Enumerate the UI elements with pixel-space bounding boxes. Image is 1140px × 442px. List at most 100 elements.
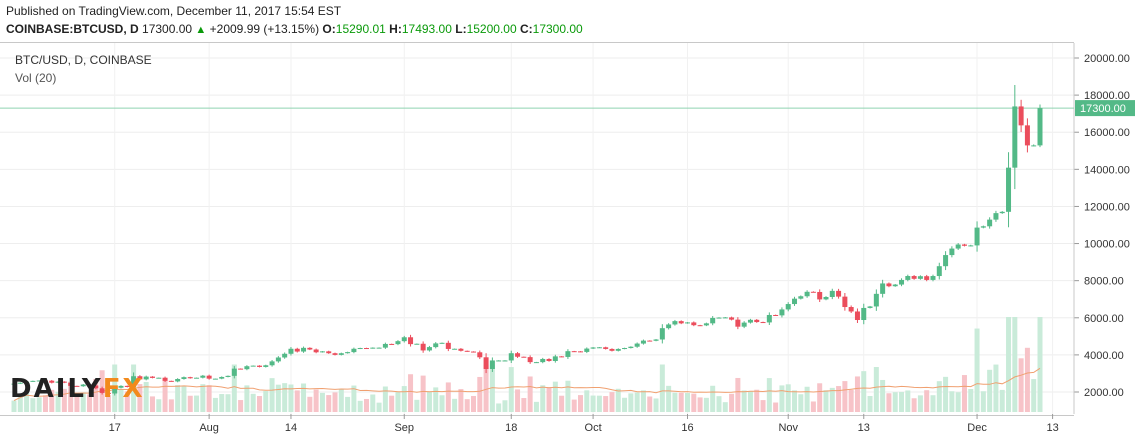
low-label: L: [455,22,467,36]
candle-body [899,279,905,285]
candle-body [980,226,986,228]
candle-body [678,321,684,324]
x-tick-label: Oct [585,422,602,434]
volume-bar [546,387,552,412]
volume-bar [527,376,533,412]
candle-body [162,377,168,381]
volume-bar [584,390,590,412]
volume-bar [829,387,835,412]
volume-bar [917,395,923,412]
candle-body [773,314,779,316]
candle-body [691,322,697,326]
volume-bar [515,389,521,412]
volume-bar [326,395,332,412]
candle-body [414,343,420,345]
candle-body [647,340,653,342]
candle-body [149,376,155,378]
volume-bar [823,390,829,412]
candle-body [911,276,917,279]
candle-body [357,348,363,350]
candle-body [49,380,55,383]
volume-bar [867,396,873,412]
volume-bar [137,384,143,412]
volume-bar [149,396,155,412]
volume-bar [817,383,823,412]
volume-bar [798,394,804,412]
volume-bar [439,395,445,412]
volume-bar [785,384,791,412]
candle-body [810,291,816,293]
volume-bar [754,389,760,412]
volume-bar [640,390,646,412]
volume-bar [338,389,344,412]
volume-bar [804,386,810,412]
volume-bar [691,393,697,412]
volume-bar [565,380,571,412]
candle-body [61,381,67,383]
volume-bar [74,395,80,412]
close-value: 17300.00 [532,22,583,36]
high-label: H: [389,22,402,36]
candle-body [722,317,728,319]
open-value: 15290.01 [335,22,386,36]
candle-body [943,255,949,267]
candle-body [112,387,118,394]
volume-bar [445,382,451,412]
volume-bar [345,396,351,412]
volume-bar [470,395,476,412]
legend-volume: Vol (20) [15,71,57,85]
volume-bar [760,400,766,412]
candle-body [93,385,99,389]
x-tick-label: Sep [394,422,414,434]
volume-bar [609,392,615,412]
candle-body [754,319,760,323]
volume-bar [924,390,930,412]
candle-body [703,323,709,326]
candle-body [282,353,288,358]
candle-body [596,347,602,349]
candle-body [747,319,753,323]
volume-bar [1037,317,1043,412]
candle-body [817,291,823,300]
y-tick-label: 14000.00 [1084,164,1130,176]
volume-bar [590,395,596,412]
volume-bar [49,389,55,412]
last-price-label: 17300.00 [1080,103,1126,115]
candle-body [886,283,892,287]
candle-body [565,351,571,357]
chart-frame[interactable] [0,42,1074,416]
volume-bar [288,384,294,412]
candle-body [496,360,502,362]
candle-body [288,348,294,354]
volume-bar [886,393,892,412]
volume-bar [458,389,464,412]
volume-bar [156,399,162,412]
volume-bar [559,395,565,412]
candle-body [256,365,262,367]
volume-bar [256,396,262,412]
candle-body [590,347,596,349]
volume-bar [319,392,325,412]
volume-bar [294,390,300,412]
volume-bar [930,395,936,412]
volume-bar [401,386,407,412]
volume-bar [244,385,250,412]
candle-body [307,347,313,350]
volume-bar [722,402,728,412]
y-tick-label: 12000.00 [1084,201,1130,213]
volume-bar [55,391,61,412]
candle-body [905,276,911,280]
volume-bar [647,396,653,412]
candle-body [735,319,741,327]
volume-bar [68,381,74,412]
candle-body [804,291,810,297]
candle-body [924,276,930,280]
candle-body [628,346,634,349]
candle-body [1037,108,1043,146]
volume-bar [697,397,703,412]
candle-body [345,352,351,354]
candle-body [521,356,527,358]
candle-body [389,343,395,345]
volume-bar [779,385,785,412]
